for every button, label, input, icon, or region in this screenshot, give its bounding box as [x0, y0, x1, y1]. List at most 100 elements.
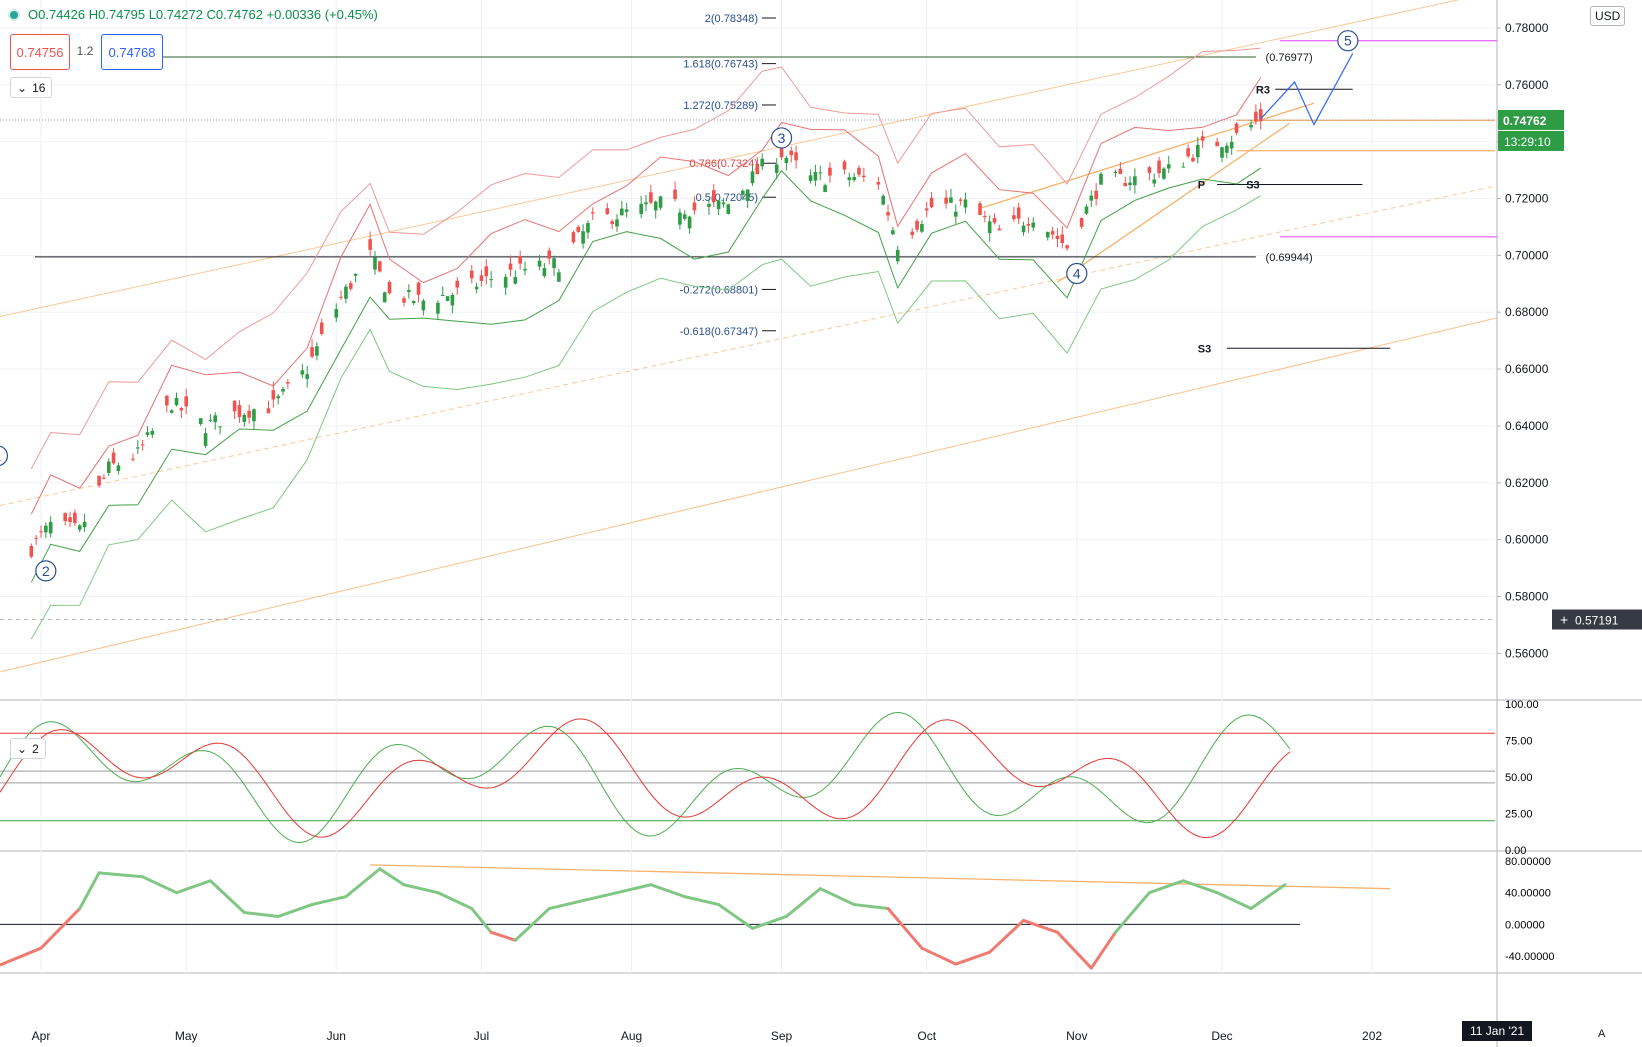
candle-body	[63, 513, 68, 522]
candle-body	[978, 203, 982, 215]
candle-body	[915, 220, 919, 230]
candle-body	[910, 231, 915, 236]
candle-body	[150, 430, 155, 435]
candle-body	[741, 190, 745, 195]
pivot-label: S3	[1246, 180, 1259, 192]
candle-body	[557, 272, 561, 282]
candle-body	[813, 171, 818, 181]
candle-body	[44, 525, 48, 533]
wave-label: 3	[778, 130, 786, 146]
candle-body	[1128, 182, 1132, 186]
spread-value: 1.2	[74, 34, 96, 68]
candle-body	[886, 212, 890, 216]
osc-segment	[1055, 930, 1093, 970]
candle-body	[610, 221, 614, 225]
indicators-collapse-button[interactable]: ⌄ 16	[10, 77, 53, 98]
candle-body	[169, 410, 174, 413]
candle-body	[1229, 141, 1234, 149]
osc-segment	[97, 871, 145, 879]
candle-body	[711, 190, 716, 202]
osc-segment	[615, 883, 653, 895]
y-tick-label: 0.66000	[1505, 362, 1549, 376]
candle-body	[852, 177, 856, 181]
osc-segment	[852, 903, 890, 911]
candle-body	[682, 214, 687, 219]
stoch-k-line	[0, 711, 1291, 844]
osc-segment	[1147, 879, 1185, 895]
osc-tick-label: 80.00000	[1505, 856, 1551, 868]
auto-scale-button[interactable]: A	[1598, 1028, 1606, 1040]
osc-segment	[547, 899, 585, 911]
wave-projection	[1260, 53, 1354, 126]
candle-body	[828, 167, 832, 176]
pane2-count: 2	[32, 741, 39, 756]
wave-label-circle	[1337, 30, 1359, 52]
candle-body	[116, 465, 121, 471]
candle-body	[82, 521, 87, 528]
candle-body	[1118, 168, 1123, 175]
pivot-label: S3	[1198, 343, 1211, 355]
candle-body	[1133, 176, 1137, 186]
candle-body	[678, 212, 682, 225]
candle-body	[1099, 173, 1103, 185]
candle-body	[315, 346, 319, 356]
symbol-status-icon	[10, 11, 18, 19]
candle-body	[286, 382, 290, 384]
countdown-label: 13:29:10	[1504, 135, 1551, 149]
candle-body	[987, 221, 992, 234]
x-tick-label: May	[175, 1029, 198, 1043]
candle-body	[605, 208, 610, 215]
candle-body	[247, 410, 251, 418]
candle-body	[949, 197, 953, 203]
wave-label-circle	[1066, 262, 1088, 285]
candle-body	[300, 370, 305, 375]
candle-body	[958, 199, 963, 201]
candle-body	[271, 390, 276, 400]
candle-body	[489, 279, 493, 281]
crosshair-date-label: 11 Jan '21	[1462, 1021, 1533, 1041]
osc-segment	[78, 871, 101, 911]
candle-body	[281, 388, 285, 392]
osc-segment	[1215, 891, 1253, 911]
buy-button[interactable]: 0.74768	[101, 34, 163, 70]
candle-body	[891, 230, 895, 235]
candle-body	[789, 150, 794, 156]
candle-body	[1152, 179, 1157, 184]
candle-body	[1079, 218, 1084, 227]
candle-body	[131, 458, 135, 460]
candle-body	[348, 283, 353, 289]
candle-body	[503, 276, 508, 288]
trend-line	[1057, 122, 1291, 283]
candle-body	[1157, 160, 1161, 174]
candle-body	[653, 201, 658, 211]
pane2-collapse-button[interactable]: ⌄ 2	[10, 738, 46, 759]
candle-body	[784, 157, 789, 164]
osc-segment	[208, 879, 246, 914]
candle-body	[726, 204, 731, 214]
candle-body	[963, 199, 968, 208]
y-tick-label: 0.64000	[1505, 419, 1549, 433]
candle-body	[237, 405, 242, 418]
candle-body	[1225, 145, 1229, 153]
candle-body	[992, 218, 997, 223]
osc-segment	[470, 907, 493, 934]
candle-body	[721, 202, 726, 205]
candle-body	[440, 294, 445, 296]
candle-body	[136, 447, 140, 449]
candle-body	[474, 286, 479, 290]
candle-body	[571, 232, 576, 243]
candle-body	[513, 276, 518, 284]
last-price-badge	[1498, 109, 1564, 130]
candle-body	[818, 172, 823, 174]
crosshair-price-label: 0.57191	[1575, 613, 1619, 627]
candle-body	[997, 228, 1002, 231]
osc-segment	[513, 907, 551, 942]
sell-button[interactable]: 0.74756	[10, 34, 70, 70]
candle-body	[97, 475, 101, 486]
candle-body	[1084, 206, 1089, 214]
osc-segment	[378, 867, 406, 887]
currency-button[interactable]: USD	[1590, 6, 1626, 26]
osc-segment	[39, 907, 82, 950]
candle-body	[808, 175, 813, 181]
